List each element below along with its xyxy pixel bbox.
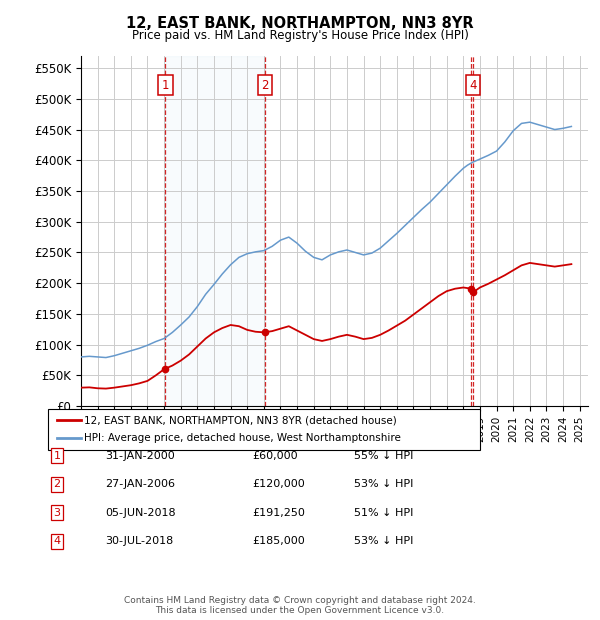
Text: 2: 2 — [53, 479, 61, 489]
Text: Contains HM Land Registry data © Crown copyright and database right 2024.
This d: Contains HM Land Registry data © Crown c… — [124, 596, 476, 615]
Text: 27-JAN-2006: 27-JAN-2006 — [105, 479, 175, 489]
Text: 2: 2 — [262, 79, 269, 92]
Text: Price paid vs. HM Land Registry's House Price Index (HPI): Price paid vs. HM Land Registry's House … — [131, 29, 469, 42]
Text: 05-JUN-2018: 05-JUN-2018 — [105, 508, 176, 518]
Text: 31-JAN-2000: 31-JAN-2000 — [105, 451, 175, 461]
Text: 4: 4 — [53, 536, 61, 546]
Text: £185,000: £185,000 — [252, 536, 305, 546]
Text: £60,000: £60,000 — [252, 451, 298, 461]
Text: £191,250: £191,250 — [252, 508, 305, 518]
Text: HPI: Average price, detached house, West Northamptonshire: HPI: Average price, detached house, West… — [84, 433, 401, 443]
Text: 4: 4 — [469, 79, 477, 92]
Text: 30-JUL-2018: 30-JUL-2018 — [105, 536, 173, 546]
Text: 53% ↓ HPI: 53% ↓ HPI — [354, 479, 413, 489]
Text: 1: 1 — [53, 451, 61, 461]
Text: £120,000: £120,000 — [252, 479, 305, 489]
Text: 1: 1 — [161, 79, 169, 92]
Text: 12, EAST BANK, NORTHAMPTON, NN3 8YR: 12, EAST BANK, NORTHAMPTON, NN3 8YR — [126, 16, 474, 31]
Text: 3: 3 — [53, 508, 61, 518]
Bar — [166, 56, 265, 406]
Text: 12, EAST BANK, NORTHAMPTON, NN3 8YR (detached house): 12, EAST BANK, NORTHAMPTON, NN3 8YR (det… — [84, 415, 397, 425]
Text: 53% ↓ HPI: 53% ↓ HPI — [354, 536, 413, 546]
Text: 55% ↓ HPI: 55% ↓ HPI — [354, 451, 413, 461]
Text: 51% ↓ HPI: 51% ↓ HPI — [354, 508, 413, 518]
